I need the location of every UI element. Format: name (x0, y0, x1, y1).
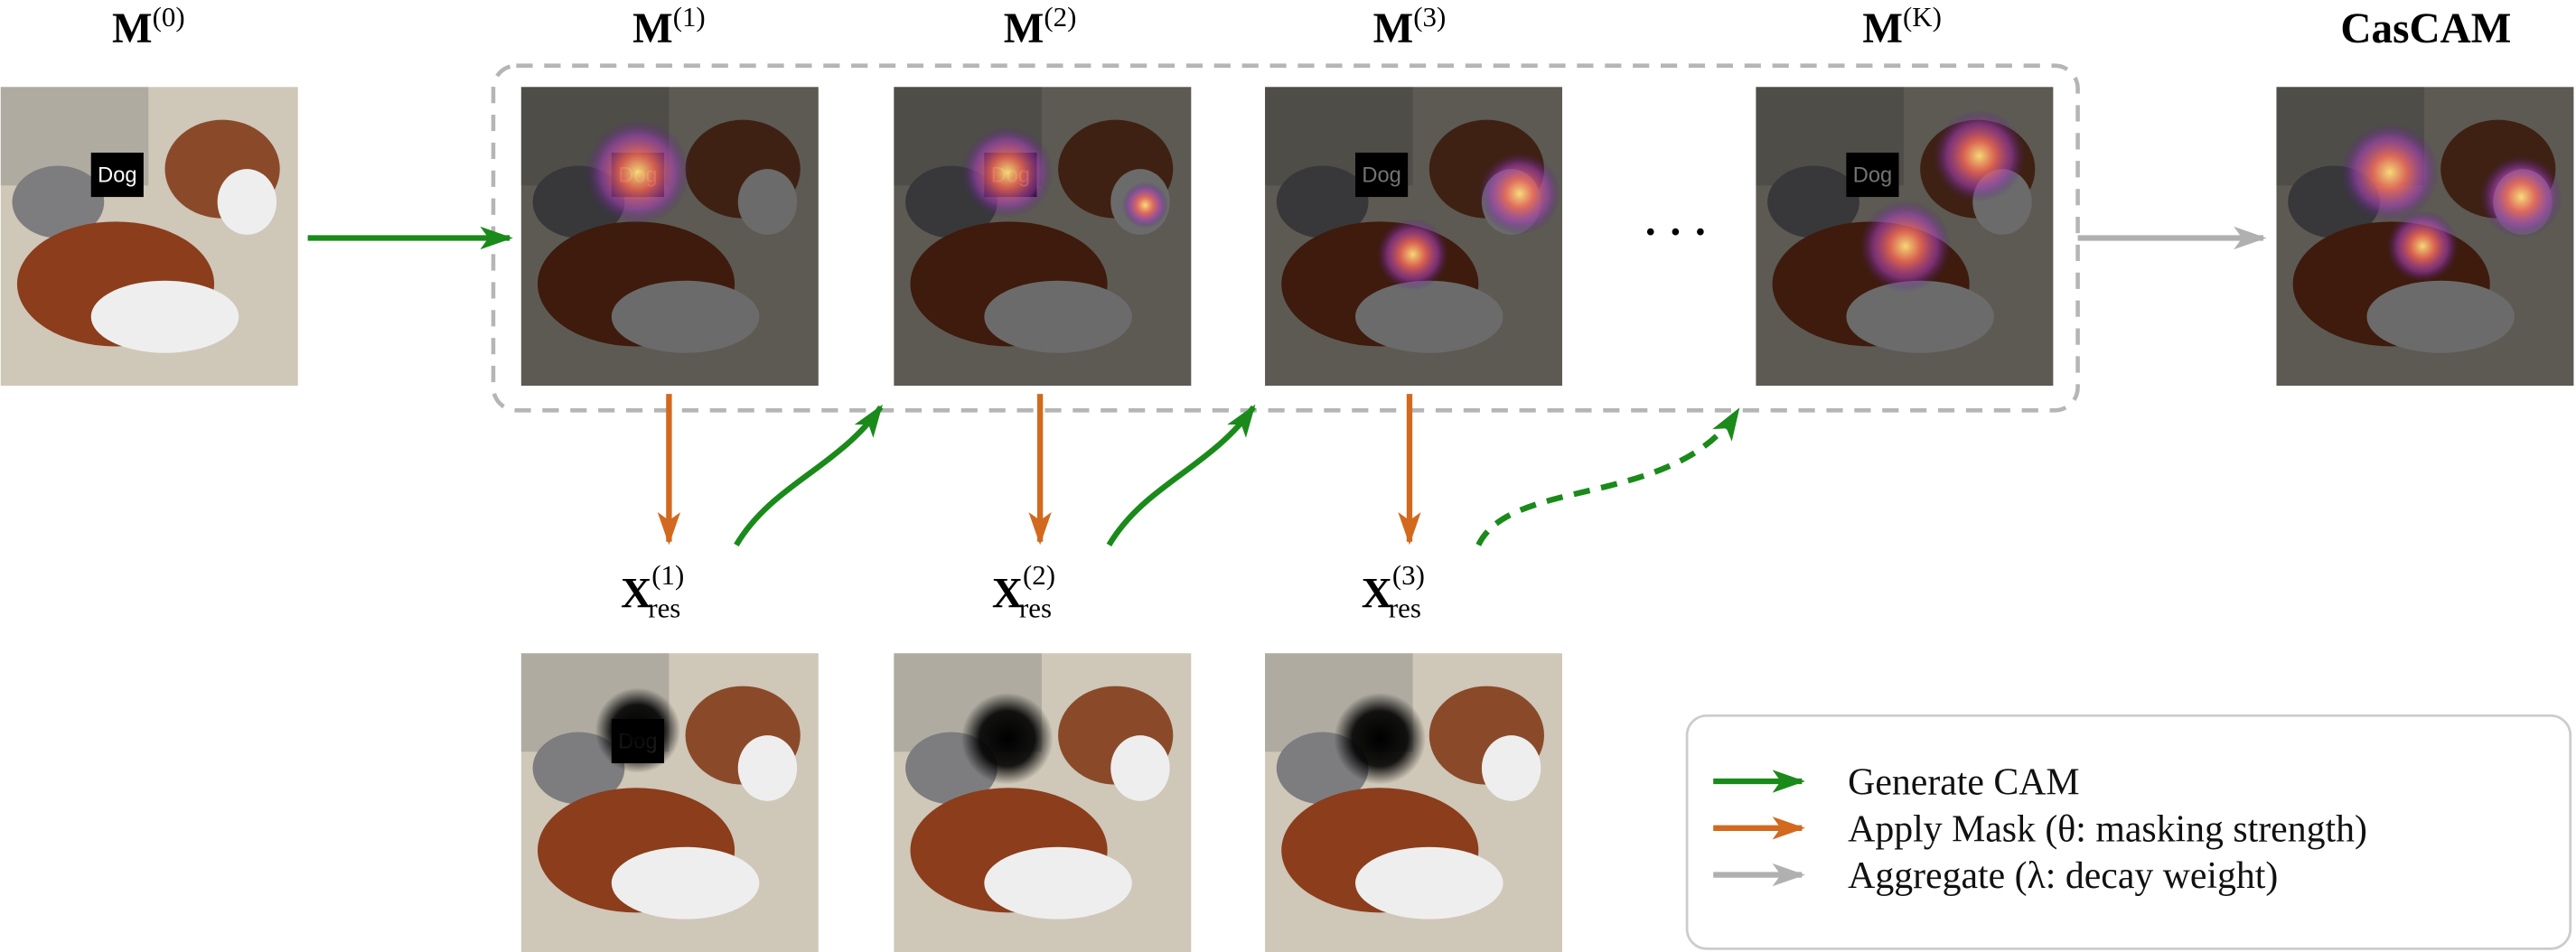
image (1265, 653, 1562, 952)
dog-back-white (1481, 735, 1541, 801)
residual-superscript: (3) (1392, 559, 1425, 591)
image: Dog (1265, 87, 1562, 387)
dog-back-white (217, 169, 277, 235)
mask (960, 692, 1054, 785)
legend-label: Aggregate (λ: decay weight) (1848, 855, 2278, 897)
heatmap (2479, 155, 2562, 238)
mask (1334, 692, 1427, 785)
stage-superscript: (2) (1044, 1, 1076, 33)
residual-label: X(2) res (992, 559, 1055, 623)
arrow (1106, 404, 1256, 546)
residual-subscript: res (1019, 592, 1052, 623)
image: Dog (520, 653, 819, 952)
residual-subscript: res (648, 592, 680, 623)
stage-symbol: M (112, 5, 153, 52)
stage-symbol: M (1862, 5, 1903, 52)
legend-box (1685, 714, 2572, 950)
dog-back-white (737, 735, 798, 801)
stage-label: M(0) (112, 1, 185, 52)
heatmap (1933, 109, 2026, 202)
stage-superscript: (0) (153, 1, 185, 33)
legend-label: Generate CAM (1848, 762, 2079, 804)
image: Dog (0, 87, 298, 387)
arrow (734, 404, 884, 546)
image: Dog (520, 87, 819, 387)
dog-front-white (90, 280, 239, 353)
stage-label: M(2) (1004, 1, 1077, 52)
residual-superscript: (1) (651, 559, 684, 591)
heatmap (1121, 182, 1168, 229)
stage-symbol: M (1373, 5, 1414, 52)
ellipsis: · · · (1644, 210, 1708, 257)
tag-box (90, 153, 144, 198)
dog-front-white (984, 846, 1132, 919)
stage-label: M(1) (632, 1, 706, 52)
stage-superscript: (1) (673, 1, 706, 33)
tag-text: Dog (98, 164, 136, 188)
heatmap (2386, 210, 2459, 283)
residual-symbol: X (1362, 570, 1392, 617)
overlay (894, 87, 1192, 387)
residual-symbol: X (621, 570, 651, 617)
dog-gray (12, 165, 105, 238)
residual-subscript: res (1389, 592, 1421, 623)
dog-front-white (611, 846, 760, 919)
heatmap (2340, 123, 2440, 222)
heatmap (1376, 218, 1449, 291)
stage-symbol: M (1004, 5, 1044, 52)
residual-superscript: (2) (1023, 559, 1055, 591)
stage-superscript: (3) (1413, 1, 1446, 33)
residual-symbol: X (992, 570, 1023, 617)
heatmap (960, 126, 1054, 219)
residual-label: X(1) res (621, 559, 684, 623)
stage-label: M(K) (1862, 1, 1941, 52)
stage-superscript: (K) (1903, 1, 1942, 33)
mask (595, 687, 681, 773)
image (2276, 87, 2574, 387)
legend-label: Apply Mask (θ: masking strength) (1848, 808, 2367, 850)
image (894, 653, 1192, 952)
dog-back-white (1110, 735, 1170, 801)
heatmap (1478, 153, 1561, 235)
output-label: CasCAM (2340, 5, 2511, 52)
image: Dog (894, 87, 1192, 387)
residual-label: X(3) res (1362, 559, 1425, 623)
dog-front-white (1355, 846, 1503, 919)
heatmap (1859, 200, 1952, 293)
arrow (1475, 407, 1741, 546)
image: Dog (1756, 87, 2054, 387)
stage-label: M(3) (1373, 1, 1447, 52)
heatmap (585, 119, 691, 225)
stage-symbol: M (632, 5, 673, 52)
